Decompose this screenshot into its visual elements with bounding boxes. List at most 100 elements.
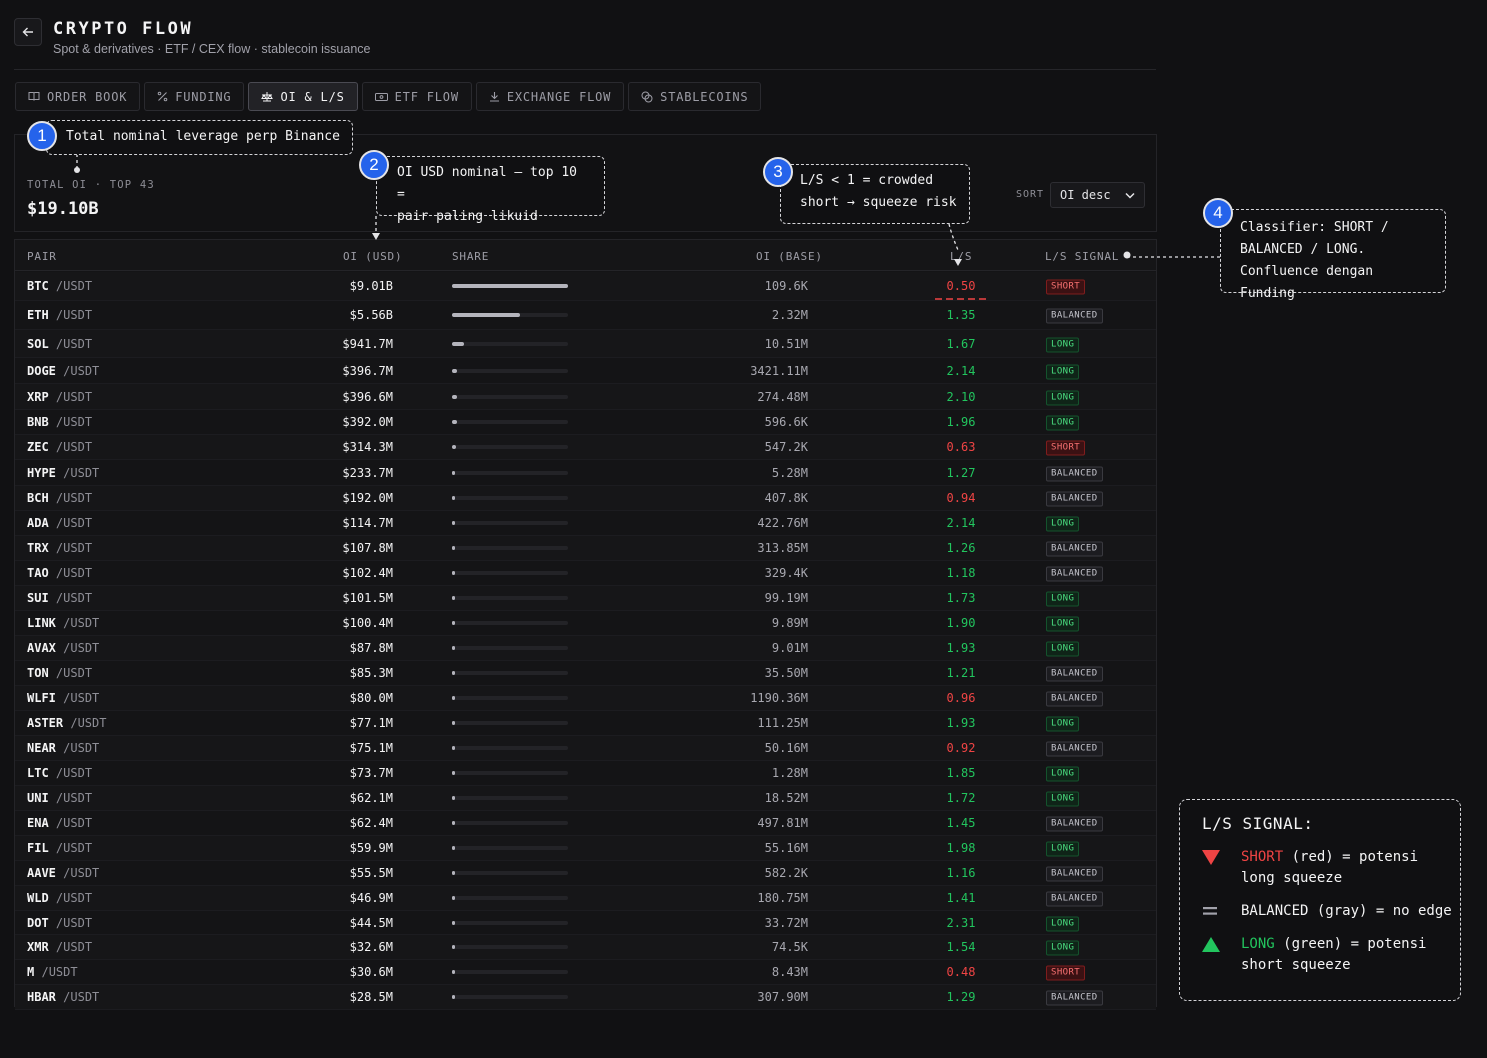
table-header: PAIR OI (USD) SHARE OI (BASE) L/S L/S SI… — [15, 240, 1156, 271]
oi-base-cell: 50.16M — [764, 741, 808, 755]
pair-quote: /USDT — [55, 816, 93, 830]
table-row[interactable]: TRX /USDT $107.8M 313.85M 1.26 BALANCED — [15, 536, 1156, 561]
pair-quote: /USDT — [55, 336, 93, 351]
header-divider — [14, 69, 1156, 70]
oi-usd-cell: $62.4M — [349, 816, 393, 830]
pair-cell: BCH /USDT — [27, 491, 92, 505]
table-row[interactable]: TAO /USDT $102.4M 329.4K 1.18 BALANCED — [15, 561, 1156, 586]
pair-base: AAVE — [27, 866, 56, 880]
pair-quote: /USDT — [55, 591, 93, 605]
annotation-2-box: OI USD nominal — top 10 = pair paling li… — [376, 156, 605, 224]
back-button[interactable] — [14, 18, 42, 46]
table-row[interactable]: ETH /USDT $5.56B 2.32M 1.35 BALANCED — [15, 301, 1156, 330]
share-bar-fill — [452, 821, 455, 825]
table-row[interactable]: DOGE /USDT $396.7M 3421.11M 2.14 LONG — [15, 358, 1156, 384]
col-ls[interactable]: L/S — [950, 250, 973, 263]
col-oi-base[interactable]: OI (BASE) — [756, 250, 823, 263]
ls-ratio-cell: 1.73 — [946, 591, 976, 605]
share-bar-fill — [452, 496, 455, 500]
annotation-1-text: Total nominal leverage perp Binance — [66, 129, 340, 144]
signal-cell: BALANCED — [1046, 307, 1103, 324]
table-row[interactable]: WLFI /USDT $80.0M 1190.36M 0.96 BALANCED — [15, 686, 1156, 711]
pair-cell: ETH /USDT — [27, 308, 92, 322]
annotation-2-line-2: pair paling likuid — [397, 209, 538, 224]
share-bar — [452, 846, 568, 850]
tab-stablecoins[interactable]: STABLECOINS — [628, 82, 762, 111]
signal-cell: LONG — [1046, 515, 1080, 532]
table-row[interactable]: XRP /USDT $396.6M 274.48M 2.10 LONG — [15, 384, 1156, 410]
oi-usd-cell: $396.7M — [342, 363, 393, 378]
pair-cell: BTC /USDT — [27, 279, 92, 293]
tab-etf-flow[interactable]: ETF FLOW — [361, 82, 472, 111]
pair-cell: M /USDT — [27, 965, 78, 979]
col-oi-usd[interactable]: OI (USD) — [343, 250, 403, 263]
signal-badge: LONG — [1046, 591, 1080, 607]
oi-base-cell: 422.76M — [757, 516, 808, 530]
table-row[interactable]: LTC /USDT $73.7M 1.28M 1.85 LONG — [15, 761, 1156, 786]
pair-cell: WLD /USDT — [27, 891, 92, 905]
table-row[interactable]: ENA /USDT $62.4M 497.81M 1.45 BALANCED — [15, 811, 1156, 836]
legend-title: L/S SIGNAL: — [1202, 814, 1314, 833]
signal-badge: SHORT — [1046, 279, 1086, 295]
signal-cell: BALANCED — [1046, 665, 1103, 682]
tab-bar: ORDER BOOK FUNDING OI & L/S ETF FLOW EXC… — [15, 82, 762, 111]
signal-badge: BALANCED — [1046, 990, 1103, 1006]
legend-short-line-2: long squeeze — [1241, 870, 1343, 886]
pair-base: M — [27, 965, 35, 979]
share-bar-fill — [452, 284, 568, 288]
tab-oi-ls[interactable]: OI & L/S — [248, 82, 358, 111]
table-row[interactable]: LINK /USDT $100.4M 9.89M 1.90 LONG — [15, 611, 1156, 636]
pair-quote: /USDT — [55, 308, 93, 322]
table-row[interactable]: BCH /USDT $192.0M 407.8K 0.94 BALANCED — [15, 486, 1156, 511]
ls-ratio-cell: 1.85 — [946, 766, 976, 780]
tab-order-book[interactable]: ORDER BOOK — [15, 82, 141, 111]
table-row[interactable]: DOT /USDT $44.5M 33.72M 2.31 LONG — [15, 911, 1156, 935]
pair-quote: /USDT — [55, 891, 93, 905]
table-row[interactable]: HYPE /USDT $233.7M 5.28M 1.27 BALANCED — [15, 460, 1156, 486]
table-row[interactable]: TON /USDT $85.3M 35.50M 1.21 BALANCED — [15, 661, 1156, 686]
table-row[interactable]: BNB /USDT $392.0M 596.6K 1.96 LONG — [15, 410, 1156, 435]
table-row[interactable]: AAVE /USDT $55.5M 582.2K 1.16 BALANCED — [15, 861, 1156, 886]
pair-cell: NEAR /USDT — [27, 741, 99, 755]
col-pair[interactable]: PAIR — [27, 250, 57, 263]
oi-base-cell: 547.2K — [764, 440, 808, 454]
table-row[interactable]: NEAR /USDT $75.1M 50.16M 0.92 BALANCED — [15, 736, 1156, 761]
table-row[interactable]: SOL /USDT $941.7M 10.51M 1.67 LONG — [15, 330, 1156, 358]
table-row[interactable]: HBAR /USDT $28.5M 307.90M 1.29 BALANCED — [15, 985, 1156, 1010]
oi-usd-cell: $73.7M — [349, 766, 393, 780]
table-row[interactable]: AVAX /USDT $87.8M 9.01M 1.93 LONG — [15, 636, 1156, 661]
pair-base: LTC — [27, 766, 49, 780]
table-row[interactable]: SUI /USDT $101.5M 99.19M 1.73 LONG — [15, 586, 1156, 611]
pair-base: BCH — [27, 491, 49, 505]
table-row[interactable]: ADA /USDT $114.7M 422.76M 2.14 LONG — [15, 511, 1156, 536]
share-bar — [452, 521, 568, 525]
oi-usd-cell: $941.7M — [342, 336, 393, 351]
pair-quote: /USDT — [55, 415, 93, 429]
oi-usd-cell: $314.3M — [342, 440, 393, 454]
annotation-1-badge: 1 — [27, 121, 57, 151]
table-row[interactable]: FIL /USDT $59.9M 55.16M 1.98 LONG — [15, 836, 1156, 861]
oi-base-cell: 33.72M — [764, 915, 808, 930]
tab-funding[interactable]: FUNDING — [144, 82, 245, 111]
col-share[interactable]: SHARE — [452, 250, 490, 263]
signal-cell: LONG — [1046, 765, 1080, 782]
share-bar-fill — [452, 394, 457, 399]
table-row[interactable]: ZEC /USDT $314.3M 547.2K 0.63 SHORT — [15, 435, 1156, 460]
table-row[interactable]: UNI /USDT $62.1M 18.52M 1.72 LONG — [15, 786, 1156, 811]
table-row[interactable]: XMR /USDT $32.6M 74.5K 1.54 LONG — [15, 935, 1156, 960]
table-row[interactable]: BTC /USDT $9.01B 109.6K 0.50 SHORT — [15, 272, 1156, 301]
share-bar-fill — [452, 341, 464, 346]
signal-badge: BALANCED — [1046, 466, 1103, 481]
legend-long-text: (green) = potensi — [1274, 936, 1427, 952]
tab-exchange-flow[interactable]: EXCHANGE FLOW — [475, 82, 625, 111]
table-row[interactable]: WLD /USDT $46.9M 180.75M 1.41 BALANCED — [15, 886, 1156, 911]
col-ls-signal[interactable]: L/S SIGNAL — [1045, 250, 1120, 263]
oi-usd-cell: $392.0M — [342, 415, 393, 429]
share-bar-fill — [452, 920, 455, 925]
signal-cell: SHORT — [1046, 964, 1086, 981]
share-bar — [452, 945, 568, 949]
sort-select[interactable]: OI desc — [1050, 182, 1145, 208]
table-row[interactable]: ASTER /USDT $77.1M 111.25M 1.93 LONG — [15, 711, 1156, 736]
table-row[interactable]: M /USDT $30.6M 8.43M 0.48 SHORT — [15, 960, 1156, 985]
ls-ratio-cell: 1.26 — [946, 541, 976, 555]
